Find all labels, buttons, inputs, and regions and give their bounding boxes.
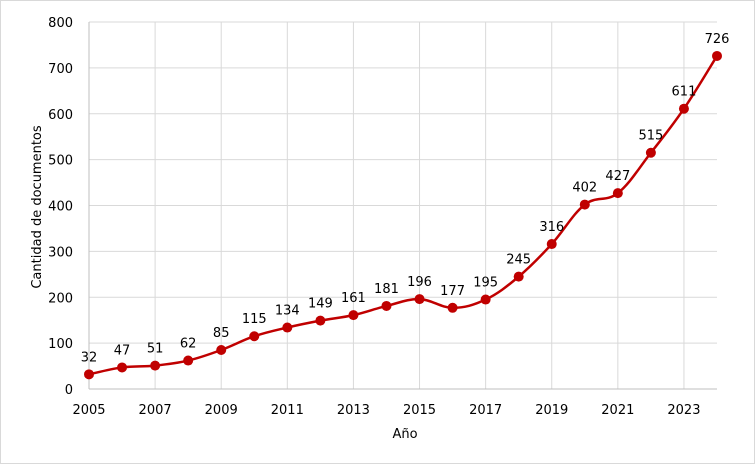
x-tick-label: 2011 — [271, 403, 304, 418]
data-label: 726 — [705, 32, 730, 47]
y-tick-label: 0 — [65, 383, 73, 398]
data-label: 402 — [572, 181, 597, 196]
series-line — [88, 55, 719, 376]
data-point — [678, 103, 689, 114]
y-tick-label: 100 — [48, 337, 73, 352]
data-label: 161 — [341, 291, 366, 306]
x-tick-label: 2009 — [205, 403, 238, 418]
data-point — [546, 239, 557, 250]
y-tick-label: 500 — [48, 154, 73, 169]
data-label: 51 — [147, 342, 164, 357]
x-tick-label: 2013 — [337, 403, 370, 418]
data-point — [579, 199, 590, 210]
data-label: 245 — [506, 253, 531, 268]
data-point — [150, 360, 161, 371]
y-tick-label: 600 — [48, 108, 73, 123]
data-point — [315, 315, 326, 326]
data-label: 32 — [81, 350, 98, 365]
data-label: 611 — [672, 85, 697, 100]
y-tick-label: 300 — [48, 245, 73, 260]
x-tick-labels: 2005 2007 2009 2011 2013 2015 2017 2019 2021 2023 — [72, 403, 700, 418]
x-tick-label: 2015 — [403, 403, 436, 418]
data-label: 316 — [539, 220, 564, 235]
data-point — [348, 310, 359, 321]
data-label: 85 — [213, 326, 230, 341]
x-tick-label: 2007 — [139, 403, 172, 418]
x-tick-label: 2021 — [601, 403, 634, 418]
y-tick-label: 200 — [48, 291, 73, 306]
data-label: 177 — [440, 284, 465, 299]
data-point — [513, 271, 524, 282]
data-point — [249, 331, 260, 342]
y-tick-label: 700 — [48, 62, 73, 77]
data-point — [645, 147, 656, 158]
data-label: 515 — [638, 129, 663, 144]
data-labels: 32 47 51 62 85 115 134 149 161 181 196 177 195 245 316… — [81, 32, 730, 365]
data-point — [447, 302, 458, 313]
data-label: 62 — [180, 337, 197, 352]
x-tick-label: 2019 — [535, 403, 568, 418]
axes — [88, 22, 717, 390]
x-tick-label: 2005 — [72, 403, 105, 418]
data-point — [480, 294, 491, 305]
data-point — [216, 345, 227, 356]
grid-lines — [89, 21, 717, 389]
data-label: 427 — [605, 169, 630, 184]
y-tick-label: 400 — [48, 200, 73, 215]
data-point — [282, 322, 293, 333]
data-point — [381, 300, 392, 311]
data-point — [712, 50, 722, 61]
data-point — [84, 369, 94, 380]
data-point — [414, 294, 425, 305]
data-label: 115 — [242, 312, 267, 327]
x-tick-label: 2017 — [469, 403, 502, 418]
data-label: 149 — [308, 297, 333, 312]
data-point — [612, 188, 623, 199]
y-axis-title: Cantidad de documentos — [30, 125, 45, 289]
data-label: 47 — [114, 343, 131, 358]
data-point — [183, 355, 194, 366]
data-points — [84, 50, 722, 380]
data-label: 134 — [275, 304, 300, 319]
data-label: 195 — [473, 276, 498, 291]
y-tick-labels: 0 100 200 300 400 500 600 700 800 — [48, 16, 73, 398]
y-tick-label: 800 — [48, 16, 73, 31]
data-point — [117, 362, 128, 373]
data-label: 181 — [374, 282, 399, 297]
x-tick-label: 2023 — [667, 403, 700, 418]
data-label: 196 — [407, 275, 432, 290]
x-axis-title: Año — [392, 427, 417, 442]
